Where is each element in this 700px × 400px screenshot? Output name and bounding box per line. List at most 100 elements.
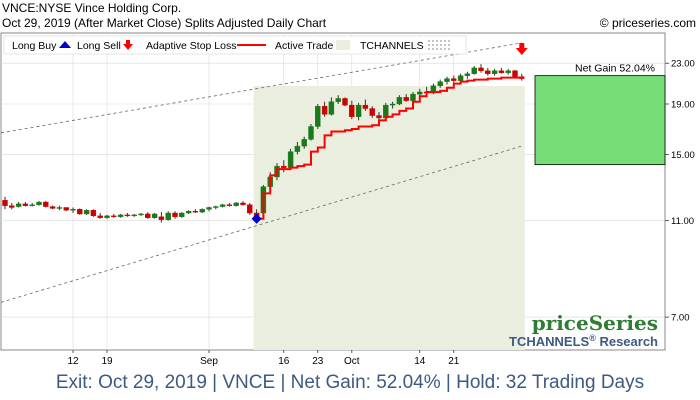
candle-body [362, 104, 369, 109]
candle-body [417, 91, 423, 95]
x-tick-label: 14 [414, 356, 426, 367]
adaptive-stop-line [256, 76, 523, 220]
candle-body [355, 104, 362, 117]
legend-active-trade: Active Trade [275, 40, 334, 52]
chart-symbol-title: VNCE:NYSE Vince Holding Corp. [2, 1, 182, 15]
net-gain-label: Net Gain 52.04% [575, 63, 655, 75]
trade-summary-footer: Exit: Oct 29, 2019 | VNCE | Net Gain: 52… [55, 372, 645, 393]
x-tick-label: 12 [67, 356, 79, 367]
x-tick-label: Oct [344, 356, 360, 367]
candle-body [281, 165, 287, 168]
candle-body [70, 209, 76, 211]
legend-tchannels: TCHANNELS [360, 40, 424, 52]
y-tick-label: 19.00 [671, 100, 695, 111]
candle-body [213, 206, 219, 208]
candle-body [464, 73, 471, 76]
legend-frame [3, 35, 467, 55]
x-tick-label: 21 [448, 356, 460, 367]
candle-body [410, 93, 416, 101]
candle-body [287, 151, 294, 168]
candle-body [491, 70, 498, 74]
x-tick-label: 19 [101, 356, 113, 367]
candle-body [396, 97, 403, 105]
active-trade-background [253, 86, 525, 350]
candle-body [199, 209, 205, 213]
tchannel-lines [0, 42, 522, 303]
candle-body [77, 209, 83, 215]
candle-body [294, 145, 301, 152]
candle-body [485, 70, 491, 74]
candle-body [56, 207, 63, 209]
candle-body [131, 214, 137, 217]
copyright-text: © priceseries.com [599, 16, 696, 30]
brand-research: Research [596, 334, 658, 349]
candle-body [158, 216, 165, 220]
candle-body [165, 212, 171, 220]
y-tick-label: 23.00 [671, 59, 695, 70]
candle-body [315, 106, 321, 127]
price-chart: Net Gain 52.04% 7.00 11.00 15.00 19.00 23.00… [0, 32, 695, 367]
candle-body [2, 200, 8, 206]
candle-body [43, 201, 49, 207]
sell-arrow-head [515, 48, 528, 56]
chart-legend: Long Buy Long Sell Adaptive Stop Loss Ac… [3, 35, 467, 55]
brand-tchannels-research: TCHANNELS® Research [509, 333, 658, 349]
candle-body [104, 215, 110, 218]
tchannel-line [0, 42, 522, 134]
candle-body [369, 108, 375, 116]
tchannel-line [0, 145, 522, 303]
candle-body [219, 204, 226, 207]
candle-body [471, 67, 477, 74]
y-tick-label: 11.00 [671, 216, 694, 227]
candle-body [192, 210, 199, 213]
x-tick-label: Sep [200, 356, 218, 367]
candle-body [389, 103, 396, 106]
candle-body [36, 201, 42, 205]
candle-body [15, 203, 22, 207]
candle-body [111, 215, 117, 218]
candle-body [437, 81, 443, 86]
candle-body [457, 75, 464, 81]
candle-body [505, 70, 511, 73]
candle-body [185, 210, 192, 214]
candle-body [49, 206, 56, 209]
legend-active-trade-swatch [336, 40, 350, 50]
candle-body [342, 98, 348, 106]
candle-body [403, 97, 409, 101]
sell-arrow-stem [519, 43, 525, 49]
y-tick-label: 7.00 [671, 313, 690, 324]
candle-body [9, 205, 15, 208]
candle-body [90, 210, 97, 217]
candle-body [430, 85, 437, 94]
candle-body [451, 78, 457, 81]
candle-body [206, 207, 212, 210]
candle-body [308, 126, 314, 140]
candle-body [512, 70, 518, 77]
candle-body [301, 139, 307, 147]
candle-body [63, 207, 69, 211]
brand-registered: ® [589, 333, 596, 343]
long-sell-marker [515, 43, 528, 56]
brand-priceseries: priceSeries [532, 311, 658, 335]
candle-body [498, 70, 505, 73]
legend-buy-arrow-icon [59, 41, 71, 48]
candle-body [376, 115, 382, 119]
candle-body [97, 215, 103, 218]
candle-body [478, 67, 484, 71]
y-axis-ticks: 7.00 11.00 15.00 19.00 23.00 [665, 59, 695, 324]
legend-long-buy: Long Buy [12, 40, 57, 52]
long-buy-marker [251, 213, 262, 224]
candle-body [172, 212, 178, 217]
legend-sell-arrow-icon [123, 40, 133, 50]
candle-body [233, 202, 239, 206]
candle-body [247, 204, 253, 214]
x-tick-label: 23 [312, 356, 324, 367]
candle-body [321, 106, 328, 115]
candle-body [151, 213, 158, 218]
candle-body [83, 210, 90, 215]
brand-tchannels: TCHANNELS [509, 334, 589, 349]
candle-body [124, 214, 131, 217]
candle-body [29, 204, 35, 206]
candle-body [226, 204, 233, 206]
candle-body [349, 104, 355, 117]
